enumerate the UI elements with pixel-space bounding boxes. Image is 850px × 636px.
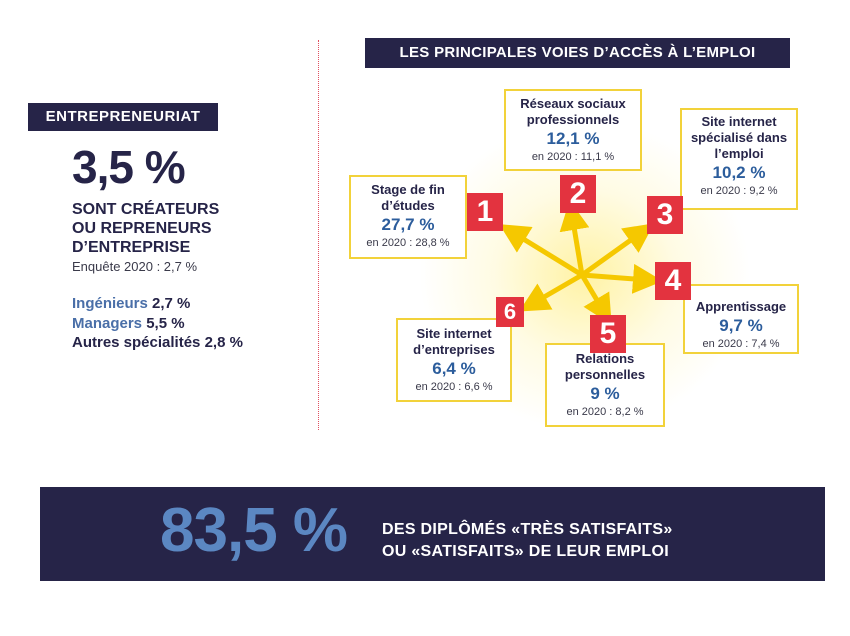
route-number-6: 6 <box>496 297 524 327</box>
access-routes-title: LES PRINCIPALES VOIES D’ACCÈS À L’EMPLOI <box>365 38 790 68</box>
arrow-3 <box>579 223 655 278</box>
route-number-2: 2 <box>560 175 596 213</box>
route-value: 6,4 % <box>432 359 476 378</box>
route-previous: en 2020 : 8,2 % <box>566 406 644 418</box>
route-card-company-website: Site internet d’entreprises 6,4 % en 202… <box>396 318 512 402</box>
route-value: 9,7 % <box>719 316 763 335</box>
route-value: 27,7 % <box>381 215 435 234</box>
route-card-social-networks: Réseaux sociaux professionnels 12,1 % en… <box>504 89 642 171</box>
specialty-value: 5,5 % <box>146 315 185 332</box>
route-title: professionnels <box>526 112 620 127</box>
route-previous: en 2020 : 6,6 % <box>415 381 493 393</box>
satisfaction-percentage: 83,5 % <box>160 496 348 565</box>
specialty-label: Autres spécialités <box>72 334 201 351</box>
specialty-label: Ingénieurs <box>72 295 148 312</box>
satisfaction-caption-line-1: DES DIPLÔMÉS «TRÈS SATISFAITS» <box>382 521 673 538</box>
arrow-6 <box>519 272 585 312</box>
arrow-2 <box>559 200 590 278</box>
route-title: d’études <box>381 198 435 213</box>
route-card-internship: Stage de fin d’études 27,7 % en 2020 : 2… <box>349 175 467 259</box>
route-title: personnelles <box>564 367 646 382</box>
specialty-others: Autres spécialités 2,8 % <box>72 333 243 353</box>
route-value: 9 % <box>590 384 620 403</box>
route-value: 10,2 % <box>712 163 766 182</box>
survey-2020-note: Enquête 2020 : 2,7 % <box>72 259 198 274</box>
arrows-burst <box>499 200 663 325</box>
satisfaction-banner <box>40 487 825 581</box>
route-title: Stage de fin <box>371 182 445 197</box>
route-title: spécialisé dans <box>690 130 788 145</box>
entrepreneurs-caption-line-3: D’ENTREPRISE <box>72 239 191 256</box>
route-title: l’emploi <box>714 146 764 161</box>
route-previous: en 2020 : 28,8 % <box>366 237 450 249</box>
route-number-3: 3 <box>647 196 683 234</box>
entrepreneurs-caption-line-2: OU REPRENEURS <box>72 220 212 237</box>
route-title: Relations <box>575 351 635 366</box>
route-title: d’entreprises <box>413 342 495 357</box>
route-title: Réseaux sociaux <box>520 96 626 111</box>
entrepreneurs-percentage: 3,5 % <box>72 141 186 193</box>
arrow-4 <box>579 263 663 294</box>
route-card-job-website: Site internet spécialisé dans l’emploi 1… <box>680 108 798 210</box>
route-title: Site internet <box>416 326 492 341</box>
route-number-4: 4 <box>655 262 691 300</box>
route-number-1: 1 <box>467 193 503 231</box>
route-value: 12,1 % <box>546 129 600 148</box>
satisfaction-caption-line-2: OU «SATISFAITS» DE LEUR EMPLOI <box>382 543 669 560</box>
specialty-value: 2,8 % <box>204 334 243 351</box>
route-title: Apprentissage <box>695 299 787 314</box>
entrepreneuriat-badge: ENTREPRENEURIAT <box>28 103 218 131</box>
route-previous: en 2020 : 9,2 % <box>700 185 778 197</box>
route-previous: en 2020 : 7,4 % <box>702 338 780 350</box>
specialty-label: Managers <box>72 315 143 332</box>
arrow-5 <box>579 272 612 325</box>
route-card-apprenticeship: Apprentissage 9,7 % en 2020 : 7,4 % <box>683 284 799 354</box>
route-number-5: 5 <box>590 315 626 353</box>
specialty-managers: Managers 5,5 % <box>72 314 185 334</box>
specialty-value: 2,7 % <box>152 295 191 312</box>
route-card-personal-relations: Relations personnelles 9 % en 2020 : 8,2… <box>545 343 665 427</box>
route-previous: en 2020 : 11,1 % <box>531 151 615 163</box>
column-divider <box>318 40 319 430</box>
route-title: Site internet <box>701 114 777 129</box>
entrepreneurs-caption-line-1: SONT CRÉATEURS <box>72 201 220 218</box>
arrow-1 <box>499 224 585 278</box>
specialty-engineers: Ingénieurs 2,7 % <box>72 294 190 314</box>
